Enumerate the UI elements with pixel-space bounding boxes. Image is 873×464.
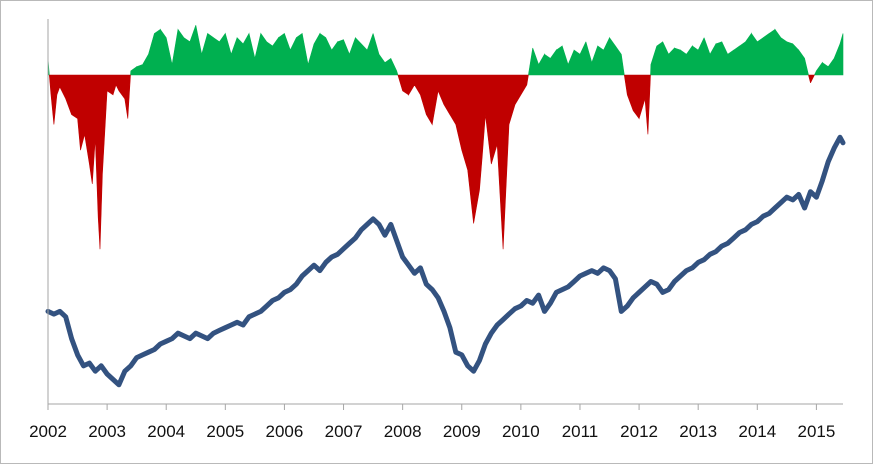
negative-area-series [48,74,815,250]
x-tick-label: 2014 [738,422,776,441]
price-line-layer [45,134,846,388]
x-tick-label: 2010 [502,422,540,441]
x-tick-label: 2003 [88,422,126,441]
x-tick-label: 2002 [29,422,67,441]
x-tick-label: 2004 [147,422,185,441]
x-tick-label: 2012 [620,422,658,441]
positive-area-series [47,25,844,76]
drawdown-area-layer [47,25,844,250]
x-tick-label: 2011 [562,422,599,441]
x-tick-label: 2008 [384,422,422,441]
price-line-series [45,134,846,388]
x-tick-label: 2015 [797,422,835,441]
x-tick-label: 2009 [443,422,481,441]
x-tick-label: 2007 [325,422,363,441]
x-tick-label: 2005 [206,422,244,441]
axes-layer: 2002 2003 2004 2005 2006 2007 2008 2009 2010 2011… [29,19,843,441]
x-tick-label: 2013 [679,422,717,441]
x-tick-label: 2006 [266,422,304,441]
